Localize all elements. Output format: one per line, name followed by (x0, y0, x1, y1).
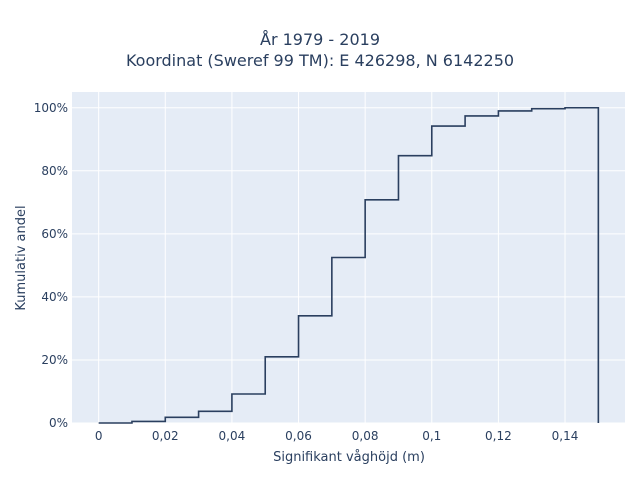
chart-subtitle: Koordinat (Sweref 99 TM): E 426298, N 61… (125, 51, 515, 70)
x-tick-label: 0,12 (485, 429, 512, 443)
x-tick-label: 0,14 (552, 429, 579, 443)
x-tick-label: 0,04 (219, 429, 246, 443)
x-tick-label: 0,1 (422, 429, 441, 443)
cumulative-step-line (98, 106, 600, 424)
y-tick-label: 80% (41, 164, 68, 178)
x-gridlines (98, 92, 566, 423)
x-tick-label: 0,08 (352, 429, 379, 443)
y-gridlines (72, 107, 625, 424)
y-tick-labels: 0% 20% 40% 60% 80% 100% (34, 101, 68, 430)
y-tick-label: 40% (41, 290, 68, 304)
x-tick-label: 0,06 (285, 429, 312, 443)
x-axis-title: Signifikant våghöjd (m) (273, 450, 425, 465)
y-tick-label: 0% (49, 416, 68, 430)
x-tick-labels: 0 0,02 0,04 0,06 0,08 0,1 0,12 0,14 (95, 429, 579, 443)
series-layer (98, 106, 600, 424)
chart-title: År 1979 - 2019 (260, 30, 380, 49)
x-tick-label: 0,02 (152, 429, 179, 443)
y-axis-title: Kumulativ andel (14, 205, 29, 310)
x-tick-label: 0 (95, 429, 103, 443)
y-tick-label: 20% (41, 353, 68, 367)
y-tick-label: 100% (34, 101, 68, 115)
y-tick-label: 60% (41, 227, 68, 241)
